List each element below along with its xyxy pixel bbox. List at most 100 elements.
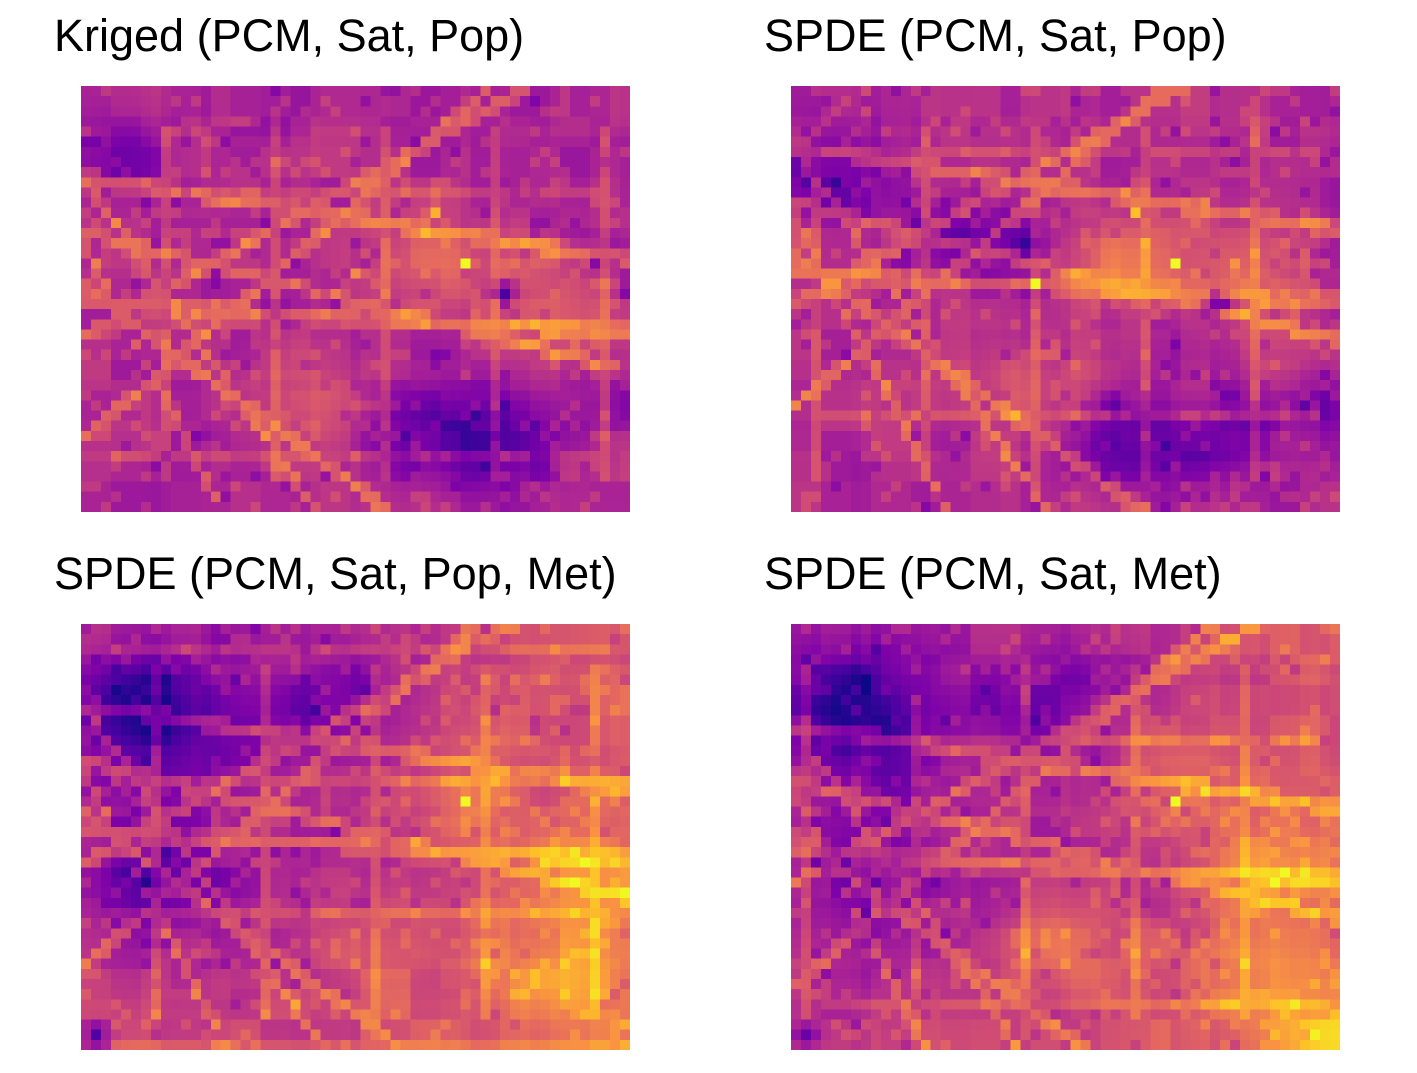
heatmap-cell [850,96,862,107]
heatmap-cell [920,187,931,198]
heatmap-cell [230,471,241,482]
heatmap-cell [1210,126,1221,137]
heatmap-cell [460,349,471,361]
heatmap-cell [350,146,361,158]
heatmap-cell [170,501,182,512]
heatmap-cell [550,471,561,482]
heatmap-cell [190,187,202,198]
heatmap-cell [370,451,381,462]
heatmap-cell [90,654,102,665]
heatmap-cell [1020,420,1031,432]
heatmap-cell [940,390,951,401]
heatmap-cell [170,359,182,371]
heatmap-cell [490,197,501,208]
heatmap-cell [240,278,251,290]
heatmap-cell [600,654,611,665]
heatmap-cell [260,471,271,482]
heatmap-cell [400,116,411,127]
heatmap-cell [81,684,92,696]
heatmap-cell [960,349,971,361]
heatmap-cell [1300,177,1311,188]
heatmap-cell [1290,116,1301,127]
heatmap-cell [860,471,872,482]
heatmap-cell [810,349,822,361]
heatmap-cell [410,217,421,229]
heatmap-cell [1030,136,1041,148]
heatmap-cell [1090,228,1101,239]
heatmap-cell [830,268,842,279]
heatmap-cell [210,187,221,198]
heatmap-cell [1220,248,1231,259]
heatmap-cell [1190,461,1201,472]
heatmap-cell [130,217,142,229]
heatmap-cell [590,258,601,269]
heatmap-cell [550,197,561,208]
heatmap-cell [1210,268,1221,279]
heatmap-cell [420,309,431,320]
heatmap-cell [1180,136,1191,148]
heatmap-cell [90,329,102,340]
heatmap-cell [1010,126,1021,137]
heatmap-cell [100,136,112,148]
heatmap-cell [1180,187,1191,198]
heatmap-cell [470,461,481,472]
heatmap-cell [580,370,591,381]
heatmap-cell [1160,339,1171,350]
heatmap-cell [570,197,581,208]
heatmap-cell [230,248,241,259]
heatmap-cell [870,288,882,300]
heatmap-cell [570,441,581,452]
heatmap-cell [1030,349,1041,361]
heatmap-spde-pcm-sat-pop-met [81,624,630,1050]
heatmap-cell [430,309,441,320]
heatmap-cell [830,481,842,492]
heatmap-cell [1080,451,1091,462]
heatmap-cell [450,451,461,462]
heatmap-cell [230,329,241,340]
heatmap-cell [1280,309,1291,320]
heatmap-cell [810,390,822,401]
heatmap-cell [290,644,301,655]
heatmap-cell [480,116,491,127]
heatmap-cell [360,268,371,279]
heatmap-cell [360,380,371,391]
heatmap-cell [430,126,441,137]
heatmap-cell [550,278,561,290]
heatmap-cell [620,106,630,117]
heatmap-cell [340,400,351,411]
heatmap-cell [1220,420,1231,432]
heatmap-cell [1280,380,1291,391]
heatmap-cell [570,349,581,361]
heatmap-cell [120,146,132,158]
heatmap-cell [1290,329,1301,340]
heatmap-cell [1310,400,1321,411]
heatmap-cell [430,106,441,117]
heatmap-cell [1090,339,1101,350]
heatmap-cell [1240,197,1251,208]
heatmap-cell [830,187,842,198]
heatmap-cell [340,339,351,350]
heatmap-cell [840,501,852,512]
heatmap-cell [230,319,241,330]
heatmap-cell [970,471,981,482]
heatmap-cell [1280,441,1291,452]
heatmap-cell [791,258,802,269]
heatmap-cell [1210,258,1221,269]
heatmap-cell [370,674,381,686]
heatmap-cell [110,491,122,503]
heatmap-cell [530,674,541,686]
heatmap-cell [1070,288,1081,300]
heatmap-cell [1040,339,1051,350]
heatmap-cell [910,96,922,107]
heatmap-cell [1180,258,1191,269]
heatmap-cell [1120,359,1131,371]
heatmap-cell [240,684,251,696]
heatmap-cell [500,410,511,421]
heatmap-cell [590,420,601,432]
heatmap-cell [90,674,102,686]
heatmap-cell [470,248,481,259]
heatmap-cell [590,481,601,492]
heatmap-cell [1160,288,1171,300]
heatmap-cell [410,126,421,137]
heatmap-cell [480,410,491,421]
